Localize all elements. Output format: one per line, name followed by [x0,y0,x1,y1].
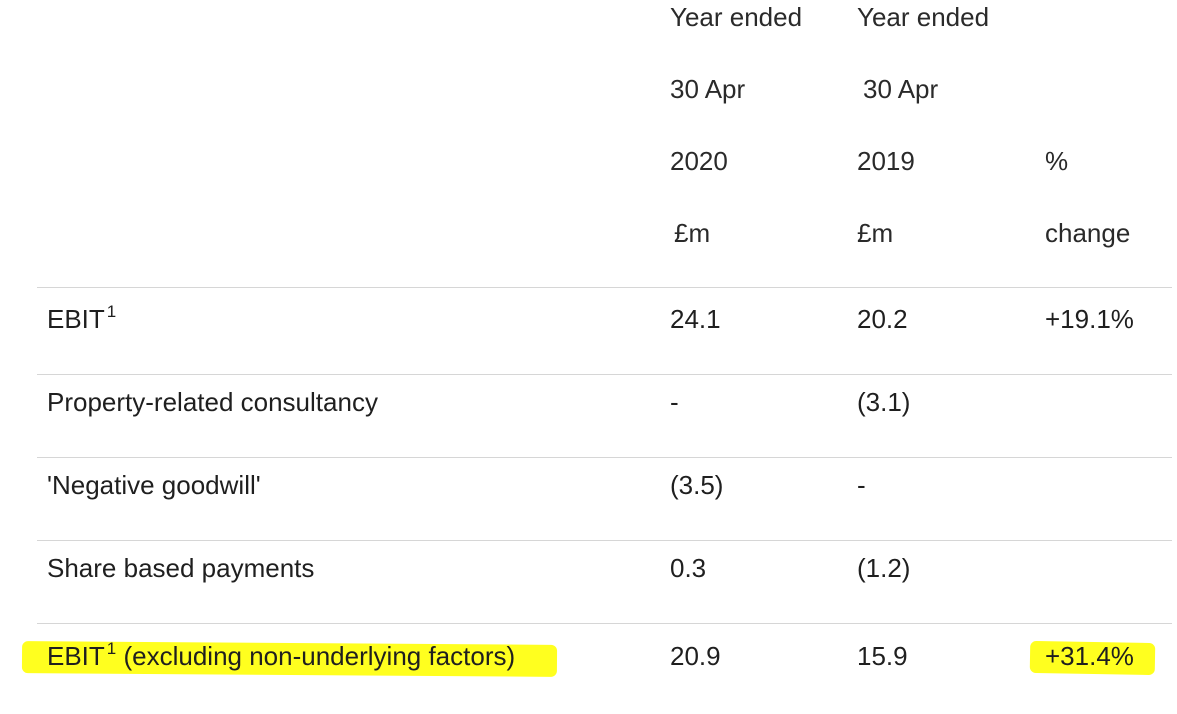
value-2020: 24.1 [670,304,721,334]
row-divider [37,374,1172,375]
header-2020-line1: Year ended [670,2,803,32]
header-2020-unit: £m [674,218,711,248]
footnote-marker: 1 [106,302,117,321]
row-label: EBIT 1 (excluding non-underlying factors) [47,639,516,671]
row-divider [37,540,1172,541]
value-2020: - [670,387,679,417]
value-change: +19.1% [1045,304,1134,334]
header-2020-line3: 2020 [670,146,728,176]
row-divider [37,623,1172,624]
value-2020: (3.5) [670,470,724,500]
header-2019-line1: Year ended [857,2,990,32]
header-change-label: change [1045,218,1131,248]
row-label: Share based payments [47,553,315,583]
value-2020: 20.9 [670,641,721,671]
value-change: +31.4% [1045,641,1134,671]
row-divider [37,287,1172,288]
row-label: 'Negative goodwill' [47,470,261,500]
header-2020-line2: 30 Apr [670,74,746,104]
header-change-percent: % [1045,146,1069,176]
header-2019-unit: £m [857,218,894,248]
footnote-marker: 1 [106,639,117,658]
row-label: EBIT 1 [47,302,117,334]
value-2019: 20.2 [857,304,908,334]
value-2019: (3.1) [857,387,911,417]
row-divider [37,457,1172,458]
header-2019-line2: 30 Apr [863,74,939,104]
header-2019-line3: 2019 [857,146,915,176]
value-2019: - [857,470,866,500]
value-2019: (1.2) [857,553,911,583]
row-label: Property-related consultancy [47,387,378,417]
value-2020: 0.3 [670,553,707,583]
value-2019: 15.9 [857,641,908,671]
